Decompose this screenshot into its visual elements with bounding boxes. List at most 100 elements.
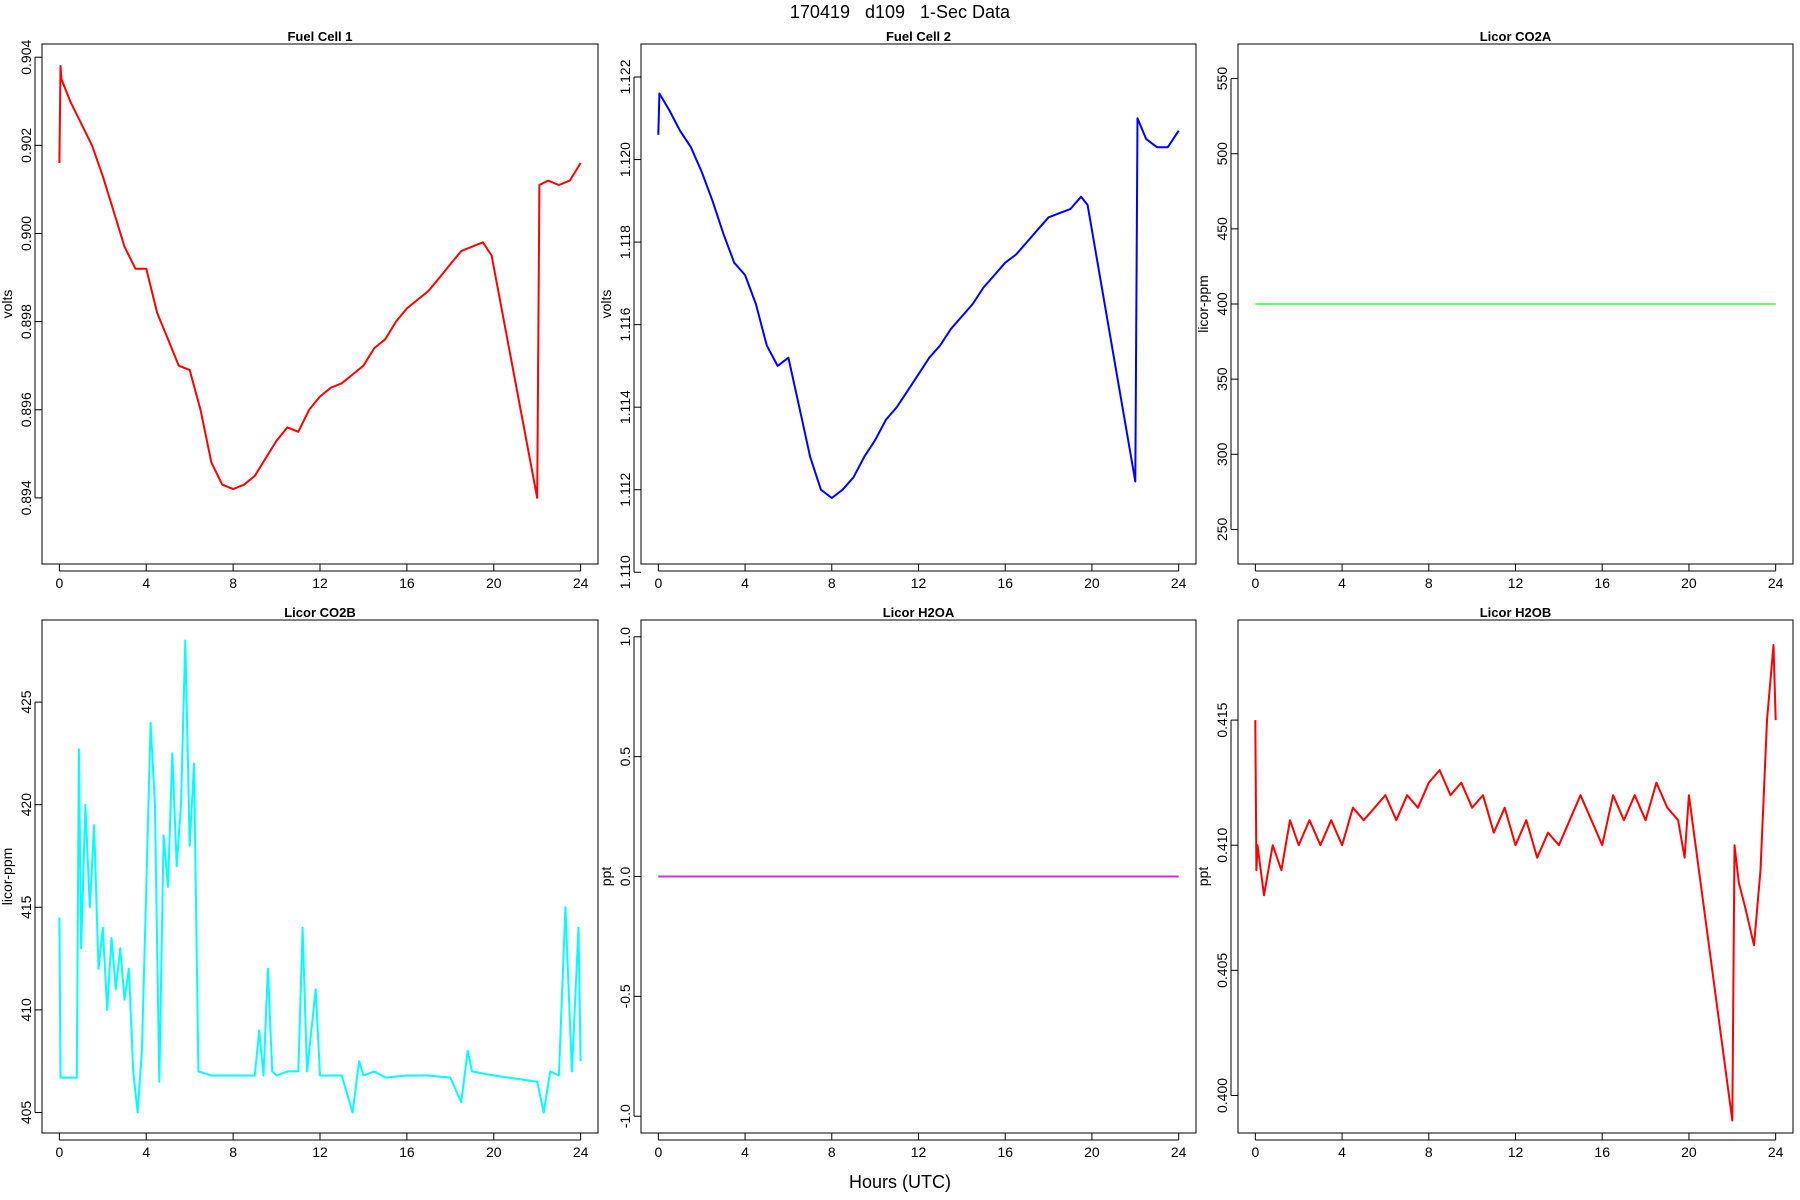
y-tick-label: 0.405 [1214, 953, 1230, 988]
y-tick-label: 1.116 [617, 307, 633, 341]
y-tick-label: 1.122 [617, 59, 633, 94]
y-tick-label: 350 [1214, 367, 1230, 391]
y-tick-label: 1.120 [617, 142, 633, 177]
y-tick-label: 450 [1214, 217, 1230, 241]
plot-frame [41, 43, 599, 565]
panel-title: Licor CO2B [284, 605, 356, 620]
y-tick-label: 1.118 [617, 225, 633, 259]
y-tick-label: 500 [1214, 142, 1230, 166]
x-tick-label: 0 [1251, 1144, 1259, 1160]
y-axis-label: licor-ppm [1195, 275, 1211, 333]
x-tick-label: 4 [1338, 1144, 1346, 1160]
y-tick-label: 250 [1214, 518, 1230, 542]
x-tick-label: 8 [229, 1144, 237, 1160]
x-tick-label: 0 [55, 1144, 63, 1160]
y-tick-label: 425 [18, 690, 34, 714]
y-tick-label: -0.5 [617, 984, 633, 1008]
x-tick-label: 20 [1681, 575, 1697, 591]
panel-title: Licor H2OA [883, 605, 955, 620]
y-tick-label: 0.898 [18, 304, 34, 339]
x-tick-label: 20 [486, 575, 502, 591]
panel-title: Licor H2OB [1480, 605, 1552, 620]
series-line [1254, 644, 1777, 1122]
x-tick-label: 20 [1681, 1144, 1697, 1160]
x-tick-label: 12 [312, 575, 328, 591]
y-tick-label: -1.0 [617, 1104, 633, 1128]
plot-frame [640, 43, 1197, 565]
plot-frame [1237, 619, 1794, 1134]
y-tick-label: 0.900 [18, 216, 34, 251]
y-tick-label: 1.112 [617, 473, 633, 507]
y-tick-label: 0.904 [18, 39, 34, 74]
x-tick-label: 0 [654, 1144, 662, 1160]
y-tick-label: 0.410 [1214, 827, 1230, 862]
x-tick-label: 8 [1425, 575, 1433, 591]
y-axis-label: volts [0, 290, 15, 319]
x-tick-label: 24 [573, 575, 589, 591]
x-tick-label: 0 [55, 575, 63, 591]
x-tick-label: 8 [229, 575, 237, 591]
y-tick-label: 300 [1214, 442, 1230, 466]
x-tick-label: 24 [573, 1144, 589, 1160]
y-tick-label: 405 [18, 1101, 34, 1125]
x-tick-label: 12 [312, 1144, 328, 1160]
y-axis-label: ppt [1195, 867, 1211, 887]
x-tick-label: 12 [1508, 1144, 1524, 1160]
y-axis-label: volts [598, 290, 614, 319]
y-tick-label: 1.0 [617, 627, 633, 647]
y-tick-label: 1.110 [617, 555, 633, 589]
x-tick-label: 24 [1768, 1144, 1784, 1160]
x-tick-label: 4 [741, 1144, 749, 1160]
x-tick-label: 12 [911, 1144, 927, 1160]
y-tick-label: 0.902 [18, 128, 34, 163]
y-tick-label: 400 [1214, 292, 1230, 316]
series-line [58, 639, 582, 1114]
panel-title: Fuel Cell 1 [287, 29, 352, 44]
y-axis-label: ppt [598, 867, 614, 887]
x-tick-label: 8 [828, 1144, 836, 1160]
x-tick-label: 16 [1594, 1144, 1610, 1160]
y-tick-label: 0.400 [1214, 1078, 1230, 1113]
panel-title: Fuel Cell 2 [886, 29, 951, 44]
x-tick-label: 12 [911, 575, 927, 591]
x-tick-label: 16 [1594, 575, 1610, 591]
page-title: 170419 d109 1-Sec Data [789, 2, 1011, 22]
series-line [657, 92, 1180, 499]
y-tick-label: 0.415 [1214, 702, 1230, 737]
x-tick-label: 24 [1171, 575, 1187, 591]
x-tick-label: 24 [1768, 575, 1784, 591]
x-tick-label: 16 [399, 1144, 415, 1160]
x-tick-label: 20 [1084, 1144, 1100, 1160]
x-tick-label: 4 [142, 575, 150, 591]
y-tick-label: 420 [18, 793, 34, 817]
x-tick-label: 16 [399, 575, 415, 591]
x-tick-label: 16 [997, 1144, 1013, 1160]
panel-4: Licor CO2B 0 4 8 12 16 20 24 405 410 415 420 425 lico… [0, 605, 599, 1160]
x-tick-label: 16 [997, 575, 1013, 591]
y-tick-label: 0.894 [18, 480, 34, 515]
y-tick-label: 415 [18, 895, 34, 919]
x-tick-label: 0 [654, 575, 662, 591]
panel-5: Licor H2OA 0 4 8 12 16 20 24 -1.0 -0.5 0.0 0.5 1.0 pp… [598, 605, 1197, 1160]
panel-2: Fuel Cell 2 0 4 8 12 16 20 24 1.110 1.112 1.114 1.1… [598, 29, 1197, 591]
x-tick-label: 24 [1171, 1144, 1187, 1160]
y-axis-label: licor-ppm [0, 848, 15, 906]
panel-3: Licor CO2A 0 4 8 12 16 20 24 250 300 350 400 450 500 5… [1195, 29, 1794, 591]
x-tick-label: 20 [486, 1144, 502, 1160]
y-tick-label: 0.5 [617, 747, 633, 767]
y-tick-label: 410 [18, 998, 34, 1022]
x-tick-label: 4 [142, 1144, 150, 1160]
x-tick-label: 12 [1508, 575, 1524, 591]
panel-title: Licor CO2A [1480, 29, 1552, 44]
y-tick-label: 0.0 [617, 867, 633, 887]
y-tick-label: 1.114 [617, 390, 633, 424]
x-axis-title: Hours (UTC) [849, 1172, 951, 1192]
x-tick-label: 8 [1425, 1144, 1433, 1160]
x-tick-label: 4 [1338, 575, 1346, 591]
y-tick-label: 0.896 [18, 392, 34, 427]
x-tick-label: 0 [1251, 575, 1259, 591]
panel-6: Licor H2OB 0 4 8 12 16 20 24 0.400 0.405 0.410 0.41… [1195, 605, 1794, 1160]
series-line [58, 65, 582, 499]
x-tick-label: 8 [828, 575, 836, 591]
